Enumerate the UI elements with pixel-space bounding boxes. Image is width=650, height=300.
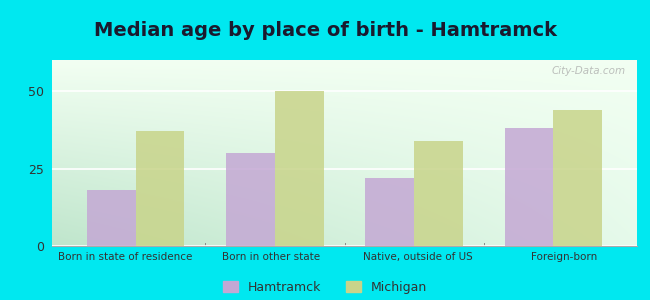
Text: Median age by place of birth - Hamtramck: Median age by place of birth - Hamtramck — [94, 21, 556, 40]
Bar — [275, 91, 324, 246]
Bar — [136, 131, 185, 246]
Bar — [504, 128, 553, 246]
Bar — [226, 153, 275, 246]
Text: City-Data.com: City-Data.com — [551, 66, 625, 76]
Bar — [553, 110, 602, 246]
Bar — [87, 190, 136, 246]
Text: Born in other state: Born in other state — [222, 252, 320, 262]
Bar — [365, 178, 414, 246]
Bar — [414, 141, 463, 246]
Text: Born in state of residence: Born in state of residence — [58, 252, 192, 262]
Text: Native, outside of US: Native, outside of US — [363, 252, 473, 262]
Legend: Hamtramck, Michigan: Hamtramck, Michigan — [223, 281, 427, 294]
Text: Foreign-born: Foreign-born — [531, 252, 597, 262]
